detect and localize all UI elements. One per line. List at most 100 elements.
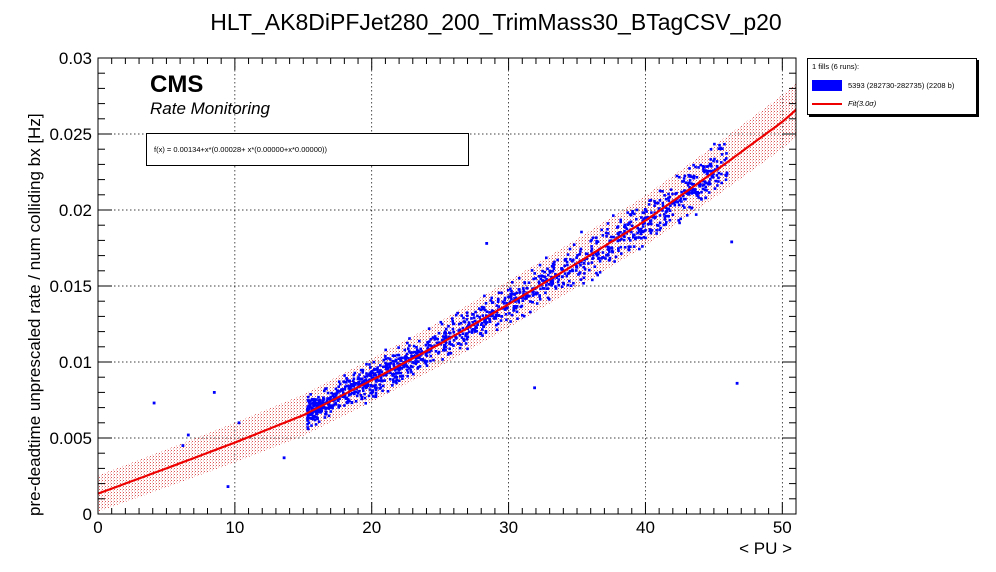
data-point xyxy=(415,348,419,352)
data-point xyxy=(436,337,439,341)
cms-sublabel: Rate Monitoring xyxy=(150,99,271,118)
data-point xyxy=(479,331,483,335)
data-point xyxy=(501,300,505,304)
data-point xyxy=(372,376,375,379)
data-point xyxy=(323,389,326,393)
data-point xyxy=(677,219,680,222)
data-point xyxy=(490,309,494,312)
data-point xyxy=(465,311,469,314)
data-point xyxy=(488,320,491,323)
data-point xyxy=(597,257,600,260)
data-point xyxy=(682,197,686,201)
data-point xyxy=(669,204,672,207)
data-point xyxy=(642,217,646,220)
data-point xyxy=(575,256,578,259)
data-point xyxy=(478,307,481,310)
data-point xyxy=(433,338,436,341)
data-point xyxy=(610,247,614,250)
data-point xyxy=(557,284,561,287)
data-point xyxy=(347,385,351,388)
data-point xyxy=(497,305,500,308)
data-point xyxy=(464,342,468,345)
data-point xyxy=(708,169,711,173)
data-point xyxy=(370,369,374,373)
data-point xyxy=(414,360,417,363)
data-point xyxy=(601,251,605,254)
data-point xyxy=(439,320,443,324)
data-point xyxy=(661,209,664,212)
data-point xyxy=(482,306,486,309)
data-point xyxy=(306,399,310,402)
data-point xyxy=(629,213,633,217)
data-point xyxy=(345,384,349,388)
data-point xyxy=(638,236,641,239)
data-point xyxy=(506,306,509,310)
data-point xyxy=(626,211,629,214)
data-point xyxy=(314,423,318,426)
data-point xyxy=(365,363,368,366)
data-point xyxy=(612,235,615,239)
data-point xyxy=(342,380,345,383)
data-point xyxy=(419,358,423,361)
outlier-point xyxy=(533,386,536,390)
data-point xyxy=(509,293,513,296)
data-point xyxy=(695,176,699,179)
data-point xyxy=(416,366,420,369)
data-point xyxy=(718,143,721,147)
data-point xyxy=(392,364,396,367)
data-point xyxy=(397,369,400,372)
data-point xyxy=(443,344,447,347)
data-point xyxy=(724,173,727,177)
outlier-point xyxy=(704,196,708,200)
data-point xyxy=(384,365,388,369)
outlier-point xyxy=(226,485,230,488)
data-point xyxy=(372,373,376,377)
data-point xyxy=(357,380,361,384)
data-point xyxy=(359,394,363,397)
data-point xyxy=(481,328,484,331)
data-point xyxy=(664,223,668,226)
data-point xyxy=(663,218,667,221)
data-point xyxy=(636,226,640,230)
data-point xyxy=(709,158,712,161)
data-point xyxy=(522,289,526,292)
x-tick-label: 10 xyxy=(225,518,244,537)
data-point xyxy=(317,420,321,423)
data-point xyxy=(354,400,358,403)
data-point xyxy=(639,232,643,236)
data-point xyxy=(472,313,475,316)
data-point xyxy=(406,365,409,369)
data-point xyxy=(682,177,686,180)
data-point xyxy=(556,258,559,262)
data-point xyxy=(429,349,433,352)
data-point xyxy=(721,147,724,150)
data-point xyxy=(423,360,427,364)
data-point xyxy=(390,372,394,376)
data-point xyxy=(312,404,315,408)
x-tick-labels: 0 10 20 30 40 50 xyxy=(93,518,792,537)
data-point xyxy=(460,314,463,317)
data-point xyxy=(608,247,611,250)
data-point xyxy=(434,337,438,340)
data-point xyxy=(314,402,317,405)
data-point xyxy=(531,291,534,294)
data-point xyxy=(395,359,398,363)
data-point xyxy=(539,277,543,281)
data-point xyxy=(649,198,653,202)
data-point xyxy=(406,371,410,374)
data-point xyxy=(389,371,392,375)
data-point xyxy=(676,200,680,204)
data-point xyxy=(457,329,460,332)
data-point xyxy=(554,287,558,290)
data-point xyxy=(351,384,355,387)
data-point xyxy=(409,351,412,354)
data-point xyxy=(362,389,365,392)
data-point xyxy=(345,381,348,384)
data-point xyxy=(412,361,415,365)
data-point xyxy=(680,190,683,194)
data-point xyxy=(702,169,705,173)
data-point xyxy=(499,319,503,322)
data-point xyxy=(481,305,484,309)
data-point xyxy=(661,204,665,208)
data-point xyxy=(553,260,556,264)
